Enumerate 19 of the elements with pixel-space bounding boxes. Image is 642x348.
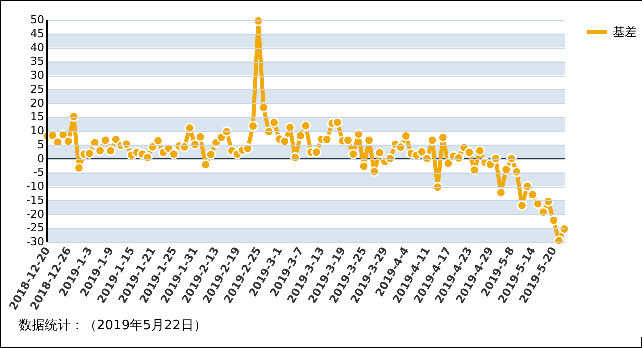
y-tick-label: 50 — [30, 14, 44, 26]
text: 数据统计：（2019年5月22日） — [19, 318, 207, 334]
y-tick-label: 10 — [30, 124, 44, 138]
y-tick-label: 20 — [30, 96, 44, 110]
y-tick-label: -15 — [26, 194, 44, 207]
y-tick-label: -20 — [26, 208, 44, 221]
y-tick-label: 25 — [30, 82, 44, 96]
y-tick-label: 40 — [30, 41, 44, 54]
y-tick-label: -10 — [26, 180, 44, 193]
y-tick-label: -5 — [34, 166, 44, 180]
y-tick-label: -30 — [26, 236, 44, 248]
legend-label: 基差 — [613, 25, 637, 39]
y-tick-label: 15 — [30, 110, 44, 124]
y-tick-label: 0 — [38, 152, 44, 166]
y-tick-label: 5 — [38, 138, 44, 152]
y-tick-label: 35 — [30, 55, 44, 68]
y-tick-label: 45 — [30, 27, 44, 40]
y-tick-label: 30 — [30, 69, 44, 82]
y-tick-label: -25 — [26, 222, 44, 235]
